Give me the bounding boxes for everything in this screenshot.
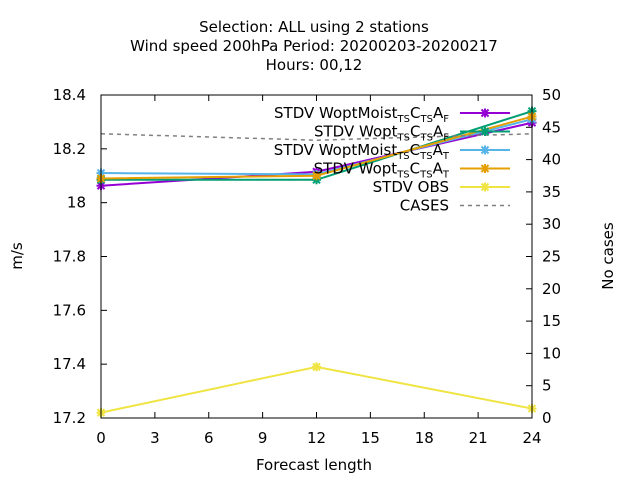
series-3-point-1: [312, 171, 321, 181]
legend-text-part: A: [433, 104, 444, 122]
legend-text-part: T: [442, 170, 450, 181]
y2-tick-label: 45: [542, 118, 561, 136]
legend-text-part: TS: [396, 151, 409, 162]
title-line-2: Wind speed 200hPa Period: 20200203-20200…: [130, 37, 498, 55]
x-tick-label: 9: [258, 429, 268, 447]
y2-tick-label: 50: [542, 86, 561, 104]
legend-text-part: STDV WoptMoist: [274, 141, 398, 159]
legend-text-part: TS: [419, 170, 432, 181]
y2-tick-label: 30: [542, 215, 561, 233]
legend-marker-2: [480, 145, 490, 155]
title-line-1: Selection: ALL using 2 stations: [199, 18, 429, 36]
y2-tick-label: 40: [542, 151, 561, 169]
legend-marker-4: [480, 182, 490, 192]
plot-series: [96, 106, 537, 418]
x-tick-label: 0: [96, 429, 106, 447]
y2-axis-label: No cases: [599, 222, 617, 290]
legend-marker-1: [480, 127, 490, 136]
legend-entry-5: CASES: [400, 197, 449, 215]
legend-text-part: A: [433, 141, 444, 159]
legend-text-part: C: [410, 123, 420, 141]
y-axis-label: m/s: [8, 242, 26, 270]
legend-text-part: C: [410, 104, 420, 122]
legend-entry-0: STDV WoptMoistTSCTSAF: [274, 104, 449, 125]
y-tick-label: 18.2: [53, 140, 86, 158]
legend-text-part: T: [442, 151, 450, 162]
legend-text-part: C: [410, 160, 420, 178]
title-line-3: Hours: 00,12: [266, 56, 363, 74]
y2-tick-label: 5: [542, 377, 552, 395]
legend-text-part: TS: [396, 170, 409, 181]
y2-tick-label: 25: [542, 248, 561, 266]
x-tick-label: 15: [361, 429, 380, 447]
x-axis-ticks: 0 3 6 9 12 15 18 21 24: [96, 95, 542, 447]
legend-text-part: TS: [419, 151, 432, 162]
legend-text-part: C: [410, 141, 420, 159]
legend-text-part: TS: [397, 133, 410, 144]
legend-text-part: STDV OBS: [373, 178, 449, 196]
y-tick-label: 18.4: [53, 86, 86, 104]
y2-tick-label: 10: [542, 344, 561, 362]
x-tick-label: 24: [522, 429, 541, 447]
y-tick-label: 17.6: [53, 301, 86, 319]
legend-text-part: CASES: [400, 197, 449, 215]
x-tick-label: 6: [204, 429, 214, 447]
legend-text-part: TS: [420, 114, 433, 125]
legend-entry-1: STDV WoptTSCTSAF: [314, 123, 449, 144]
legend-text-part: TS: [420, 133, 433, 144]
x-tick-label: 18: [415, 429, 434, 447]
series-line-4: [100, 365, 533, 414]
y2-tick-label: 0: [542, 409, 552, 427]
legend-entry-4: STDV OBS: [373, 178, 449, 196]
legend-marker-0: [480, 108, 490, 118]
legend-entry-3: STDV WoptTSCTSAT: [314, 160, 450, 181]
y-tick-label: 17.2: [53, 409, 86, 427]
legend-text-part: A: [433, 123, 444, 141]
legend-text-part: F: [443, 133, 449, 144]
legend-text-part: A: [433, 160, 444, 178]
x-axis-label: Forecast length: [256, 456, 372, 474]
y2-tick-label: 35: [542, 183, 561, 201]
plot-frame: [100, 94, 533, 419]
x-tick-label: 3: [150, 429, 160, 447]
y-tick-label: 17.8: [53, 248, 86, 266]
legend-text-part: STDV Wopt: [314, 123, 398, 141]
chart-title: Selection: ALL using 2 stations Wind spe…: [130, 18, 498, 74]
legend-marker-3: [480, 164, 490, 173]
series-4-point-1: [312, 362, 321, 372]
y2-tick-label: 20: [542, 280, 561, 298]
y2-tick-label: 15: [542, 312, 561, 330]
legend-entry-2: STDV WoptMoistTSCTSAT: [274, 141, 450, 162]
y2-axis-ticks: 0 5 10 15 20 25 30 35 40 45 50: [526, 86, 561, 427]
y-axis-ticks: 17.2 17.4 17.6 17.8 18 18.2 18.4: [53, 86, 107, 427]
legend-text-part: TS: [397, 114, 410, 125]
y-tick-label: 17.4: [53, 355, 86, 373]
x-tick-label: 12: [307, 429, 326, 447]
legend-text-part: F: [443, 114, 449, 125]
x-tick-label: 21: [469, 429, 488, 447]
legend-text-part: STDV WoptMoist: [274, 104, 398, 122]
legend-text-part: STDV Wopt: [314, 160, 398, 178]
y-tick-label: 18: [67, 194, 86, 212]
